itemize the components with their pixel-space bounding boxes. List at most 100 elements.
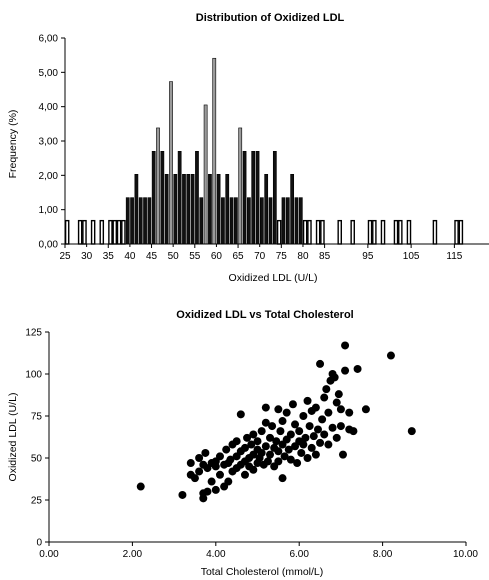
scatter-point bbox=[293, 459, 302, 468]
scatter-point bbox=[222, 445, 231, 454]
histogram-bar bbox=[406, 219, 412, 245]
histogram-bar bbox=[221, 197, 225, 245]
scatter-point bbox=[261, 442, 270, 451]
scatter-x-tick-label: 4.00 bbox=[206, 549, 226, 560]
scatter-point bbox=[316, 359, 325, 368]
histogram-bar bbox=[216, 174, 221, 245]
histogram-bar bbox=[315, 219, 321, 245]
scatter-point bbox=[274, 405, 283, 414]
scatter-point bbox=[320, 430, 329, 439]
scatter-x-ticks: 0.00 2.00 4.00 6.00 8.00 10.00 bbox=[39, 542, 478, 560]
scatter-point bbox=[272, 437, 281, 446]
histogram-bar bbox=[125, 197, 130, 245]
scatter-point bbox=[309, 432, 318, 441]
scatter-point bbox=[207, 477, 216, 486]
scatter-x-tick-label: 6.00 bbox=[289, 549, 309, 560]
histogram-bar bbox=[264, 174, 269, 245]
histogram-x-axis-label: Oxidized LDL (U/L) bbox=[229, 272, 318, 284]
histogram-bar bbox=[268, 197, 273, 245]
scatter-point bbox=[249, 430, 258, 439]
histogram-bar bbox=[203, 104, 208, 245]
histogram-bar bbox=[251, 151, 256, 245]
histogram-bar bbox=[337, 219, 343, 245]
scatter-point bbox=[282, 408, 291, 417]
histogram-x-tick-label: 45 bbox=[146, 251, 158, 262]
scatter-point bbox=[338, 450, 347, 459]
scatter-point bbox=[261, 403, 270, 412]
scatter-y-axis-label: Oxidized LDL (U/L) bbox=[7, 393, 19, 482]
scatter-point bbox=[261, 418, 270, 427]
histogram-bar bbox=[208, 174, 212, 245]
scatter-point bbox=[295, 427, 304, 436]
histogram-bar bbox=[112, 219, 118, 245]
histogram-bar bbox=[169, 81, 173, 245]
histogram-bars bbox=[64, 57, 464, 245]
scatter-y-tick-label: 125 bbox=[25, 328, 42, 339]
histogram-bar bbox=[290, 174, 295, 245]
scatter-y-tick-label: 75 bbox=[31, 412, 43, 423]
histogram-x-tick-label: 35 bbox=[103, 251, 115, 262]
histogram-bar bbox=[234, 197, 238, 245]
histogram-bar bbox=[302, 219, 308, 245]
scatter-x-tick-label: 10.00 bbox=[453, 549, 478, 560]
histogram-bar bbox=[229, 197, 234, 245]
scatter-title: Oxidized LDL vs Total Cholesterol bbox=[176, 309, 353, 321]
histogram-bar bbox=[138, 197, 143, 245]
histogram-y-tick-label: 3,00 bbox=[39, 137, 59, 148]
histogram-x-tick-label: 55 bbox=[189, 251, 201, 262]
scatter-point bbox=[226, 455, 235, 464]
scatter-y-tick-label: 25 bbox=[31, 496, 43, 507]
histogram-bar bbox=[298, 197, 303, 245]
histogram-bar bbox=[77, 219, 83, 245]
histogram-title: Distribution of Oxidized LDL bbox=[196, 12, 345, 24]
histogram-bar bbox=[454, 219, 459, 245]
scatter-point bbox=[268, 422, 277, 431]
scatter-point bbox=[232, 437, 241, 446]
histogram-bar bbox=[272, 151, 277, 245]
scatter-point bbox=[332, 433, 341, 442]
scatter-point bbox=[215, 470, 224, 479]
histogram-bar bbox=[82, 219, 87, 245]
scatter-point bbox=[195, 467, 204, 476]
scatter-point bbox=[284, 445, 293, 454]
scatter-point bbox=[299, 440, 308, 449]
scatter-point bbox=[178, 490, 187, 499]
histogram-chart: Distribution of Oxidized LDL Frequency (… bbox=[7, 12, 489, 284]
histogram-bar bbox=[116, 219, 122, 245]
scatter-point bbox=[253, 437, 262, 446]
scatter-point bbox=[199, 494, 208, 503]
histogram-x-tick-label: 30 bbox=[81, 251, 93, 262]
scatter-point bbox=[301, 433, 310, 442]
histogram-bar bbox=[64, 219, 70, 245]
scatter-point bbox=[224, 477, 233, 486]
histogram-bar bbox=[164, 174, 169, 245]
scatter-y-tick-label: 0 bbox=[36, 538, 42, 549]
scatter-point bbox=[316, 438, 325, 447]
histogram-bar bbox=[398, 219, 403, 245]
histogram-bar bbox=[195, 151, 199, 245]
scatter-point bbox=[266, 450, 275, 459]
scatter-point bbox=[334, 390, 343, 399]
scatter-point bbox=[211, 485, 220, 494]
histogram-bar bbox=[458, 219, 464, 245]
histogram-bar bbox=[143, 197, 147, 245]
scatter-x-axis-label: Total Cholesterol (mmol/L) bbox=[201, 566, 324, 578]
histogram-y-tick-label: 2,00 bbox=[39, 171, 59, 182]
histogram-x-tick-label: 80 bbox=[297, 251, 309, 262]
histogram-bar bbox=[186, 174, 191, 245]
histogram-bar bbox=[147, 197, 152, 245]
histogram-bar bbox=[212, 57, 217, 245]
scatter-chart: Oxidized LDL vs Total Cholesterol Oxidiz… bbox=[7, 309, 478, 578]
histogram-y-ticks: 0,00 1,00 2,00 3,00 4,00 5,00 6,00 bbox=[39, 34, 65, 251]
histogram-bar bbox=[121, 219, 126, 245]
scatter-point bbox=[361, 405, 370, 414]
scatter-point bbox=[297, 448, 306, 457]
scatter-point bbox=[278, 474, 287, 483]
scatter-point bbox=[324, 408, 333, 417]
histogram-x-tick-label: 75 bbox=[276, 251, 288, 262]
scatter-point bbox=[257, 427, 266, 436]
histogram-bar bbox=[130, 197, 134, 245]
scatter-point bbox=[322, 385, 331, 394]
scatter-point bbox=[305, 422, 314, 431]
scatter-point bbox=[203, 487, 212, 496]
